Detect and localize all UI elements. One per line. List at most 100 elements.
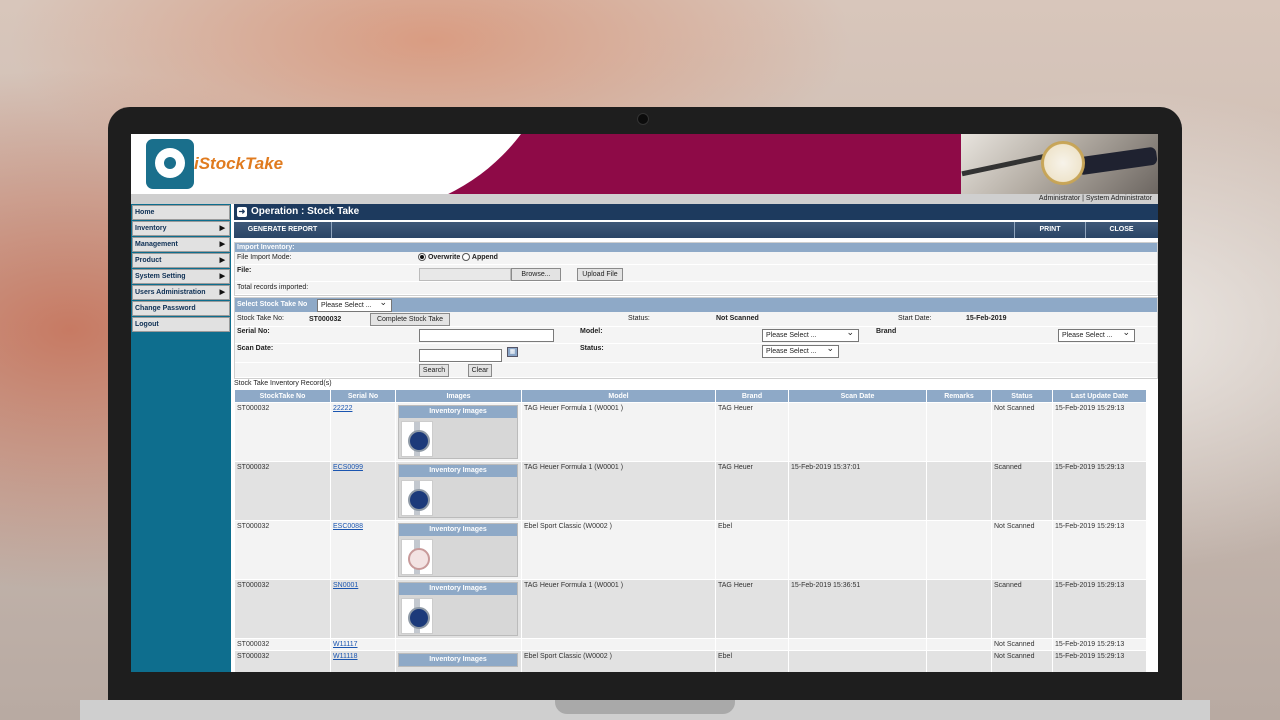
user-info: Administrator | System Administrator — [1038, 195, 1152, 202]
serial-no-link[interactable]: 22222 — [333, 405, 353, 412]
last-update-cell: 15-Feb-2019 15:29:13 — [1052, 579, 1147, 639]
serial-no-link[interactable]: ECS0099 — [333, 464, 363, 471]
page-title-bar: ➜ Operation : Stock Take — [234, 204, 1158, 220]
col-stocktake-no[interactable]: StockTake No — [234, 389, 331, 403]
sidebar-item-label: Product — [135, 257, 162, 264]
brand-cell — [715, 638, 789, 651]
sidebar-item-management[interactable]: Management ▶ — [132, 237, 230, 252]
file-label: File: — [237, 267, 252, 274]
watch-thumbnail-icon[interactable] — [401, 421, 433, 457]
caret-right-icon: ▶ — [219, 225, 225, 232]
images-cell: Inventory Images — [395, 461, 522, 521]
col-last-update[interactable]: Last Update Date — [1052, 389, 1147, 403]
watch-thumbnail-icon[interactable] — [401, 539, 433, 575]
remarks-cell — [926, 520, 992, 580]
sidebar-item-product[interactable]: Product ▶ — [132, 253, 230, 268]
stocktake-no-cell: ST000032 — [234, 579, 331, 639]
sidebar-item-inventory[interactable]: Inventory ▶ — [132, 221, 230, 236]
images-cell: Inventory Images — [395, 520, 522, 580]
watch-thumbnail-icon[interactable] — [401, 480, 433, 516]
inventory-images-box[interactable]: Inventory Images — [398, 582, 518, 636]
brand-cell: TAG Heuer — [715, 402, 789, 462]
import-panel: Import Inventory: File Import Mode: Over… — [234, 242, 1158, 296]
sidebar-item-users-administration[interactable]: Users Administration ▶ — [132, 285, 230, 300]
search-button[interactable]: Search — [419, 364, 449, 377]
watch-thumbnail-icon[interactable] — [401, 598, 433, 634]
complete-stocktake-button[interactable]: Complete Stock Take — [370, 313, 450, 326]
scan-date-input[interactable] — [419, 349, 502, 362]
images-cell: Inventory Images — [395, 579, 522, 639]
scan-date-label: Scan Date: — [237, 345, 274, 352]
col-remarks[interactable]: Remarks — [926, 389, 992, 403]
import-header: Import Inventory: — [235, 243, 1157, 252]
generate-report-button[interactable]: GENERATE REPORT — [234, 222, 332, 238]
inventory-images-caption: Inventory Images — [399, 654, 517, 666]
stocktake-no-cell: ST000032 — [234, 650, 331, 672]
col-model[interactable]: Model — [521, 389, 716, 403]
browse-button[interactable]: Browse... — [511, 268, 561, 281]
file-path-input[interactable] — [419, 268, 511, 281]
images-cell: Inventory Images — [395, 650, 522, 672]
serial-no-label: Serial No: — [237, 328, 270, 335]
col-serial-no[interactable]: Serial No — [330, 389, 396, 403]
stocktake-no-label: Stock Take No: — [237, 315, 284, 322]
inventory-images-box[interactable]: Inventory Images — [398, 405, 518, 459]
print-button[interactable]: PRINT — [1014, 222, 1086, 238]
brand-cell: TAG Heuer — [715, 461, 789, 521]
append-label: Append — [471, 253, 498, 261]
images-cell — [395, 638, 522, 651]
serial-no-link[interactable]: SN0001 — [333, 582, 359, 589]
sidebar-item-label: Change Password — [135, 305, 196, 312]
inventory-images-box[interactable]: Inventory Images — [398, 523, 518, 577]
sidebar-item-system-setting[interactable]: System Setting ▶ — [132, 269, 230, 284]
import-mode-label: File Import Mode: — [237, 254, 292, 261]
stocktake-select[interactable]: Please Select ... — [317, 297, 392, 312]
main-content: ➜ Operation : Stock Take GENERATE REPORT … — [234, 204, 1158, 672]
close-button[interactable]: CLOSE — [1109, 226, 1134, 233]
serial-no-input[interactable] — [419, 329, 554, 342]
sidebar-item-home[interactable]: Home — [132, 205, 230, 220]
status-cell: Scanned — [991, 579, 1053, 639]
start-date-label: Start Date: — [898, 315, 932, 322]
inventory-images-caption: Inventory Images — [399, 583, 517, 595]
model-cell — [521, 638, 716, 651]
inventory-images-box[interactable]: Inventory Images — [398, 653, 518, 667]
brand-select[interactable]: Please Select ... — [1058, 327, 1135, 342]
serial-no-link[interactable]: ESC0088 — [333, 523, 363, 530]
table-row: ST000032 22222 Inventory Images TAG Heuer F… — [234, 402, 1147, 462]
col-scan-date[interactable]: Scan Date — [788, 389, 927, 403]
col-images: Images — [395, 389, 522, 403]
last-update-cell: 15-Feb-2019 15:29:13 — [1052, 650, 1147, 672]
inventory-images-box[interactable]: Inventory Images — [398, 464, 518, 518]
model-select[interactable]: Please Select ... — [762, 327, 859, 342]
status-select[interactable]: Please Select ... — [762, 343, 839, 358]
model-cell: TAG Heuer Formula 1 (W0001 ) — [521, 579, 716, 639]
stocktake-no-cell: ST000032 — [234, 520, 331, 580]
status-cell: Not Scanned — [991, 650, 1053, 672]
table-row: ST000032 SN0001 Inventory Images TAG Heuer … — [234, 579, 1147, 639]
upload-file-button[interactable]: Upload File — [577, 268, 623, 281]
scan-date-cell — [788, 650, 927, 672]
watch-banner-image — [961, 134, 1158, 194]
col-brand[interactable]: Brand — [715, 389, 789, 403]
append-radio[interactable] — [462, 253, 471, 261]
last-update-cell: 15-Feb-2019 15:29:13 — [1052, 461, 1147, 521]
brand-cell: Ebel — [715, 650, 789, 672]
calendar-icon[interactable]: ▦ — [507, 347, 518, 357]
brand-cell: TAG Heuer — [715, 579, 789, 639]
serial-no-cell: ESC0088 — [330, 520, 396, 580]
records-table: StockTake No Serial No Images Model Bran… — [234, 389, 1147, 672]
inventory-images-caption: Inventory Images — [399, 465, 517, 477]
overwrite-radio[interactable] — [418, 253, 426, 261]
header-banner: iStockTake — [131, 134, 1158, 194]
sidebar-item-logout[interactable]: Logout — [132, 317, 230, 332]
clear-button[interactable]: Clear — [468, 364, 492, 377]
sidebar-item-change-password[interactable]: Change Password — [132, 301, 230, 316]
serial-no-link[interactable]: W11118 — [333, 653, 358, 660]
sidebar-item-label: Home — [135, 209, 155, 216]
app-screen: iStockTake Administrator | System Admini… — [131, 134, 1158, 672]
serial-no-link[interactable]: W11117 — [333, 641, 358, 648]
col-status[interactable]: Status — [991, 389, 1053, 403]
scan-date-cell — [788, 638, 927, 651]
model-cell: TAG Heuer Formula 1 (W0001 ) — [521, 461, 716, 521]
